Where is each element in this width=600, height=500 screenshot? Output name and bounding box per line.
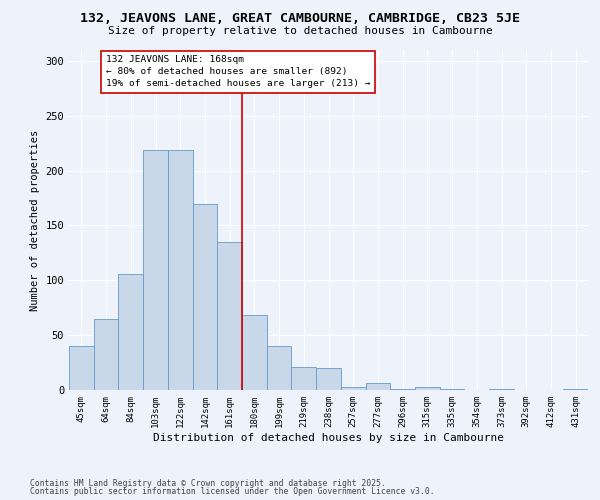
Bar	[563, 389, 588, 390]
Bar	[143, 150, 168, 390]
Text: Size of property relative to detached houses in Cambourne: Size of property relative to detached ho…	[107, 26, 493, 36]
Bar	[242, 316, 267, 390]
X-axis label: Distribution of detached houses by size in Cambourne: Distribution of detached houses by size …	[153, 432, 504, 442]
Text: 132, JEAVONS LANE, GREAT CAMBOURNE, CAMBRIDGE, CB23 5JE: 132, JEAVONS LANE, GREAT CAMBOURNE, CAMB…	[80, 12, 520, 26]
Text: 132 JEAVONS LANE: 168sqm
← 80% of detached houses are smaller (892)
19% of semi-: 132 JEAVONS LANE: 168sqm ← 80% of detach…	[106, 56, 371, 88]
Bar	[390, 389, 415, 390]
Text: Contains public sector information licensed under the Open Government Licence v3: Contains public sector information licen…	[30, 487, 434, 496]
Bar	[168, 150, 193, 390]
Bar	[69, 346, 94, 390]
Bar	[94, 318, 118, 390]
Y-axis label: Number of detached properties: Number of detached properties	[30, 130, 40, 310]
Bar	[440, 389, 464, 390]
Bar	[415, 386, 440, 390]
Bar	[193, 204, 217, 390]
Bar	[316, 368, 341, 390]
Bar	[118, 274, 143, 390]
Bar	[217, 242, 242, 390]
Bar	[489, 389, 514, 390]
Bar	[341, 386, 365, 390]
Bar	[365, 384, 390, 390]
Text: Contains HM Land Registry data © Crown copyright and database right 2025.: Contains HM Land Registry data © Crown c…	[30, 478, 386, 488]
Bar	[292, 367, 316, 390]
Bar	[267, 346, 292, 390]
